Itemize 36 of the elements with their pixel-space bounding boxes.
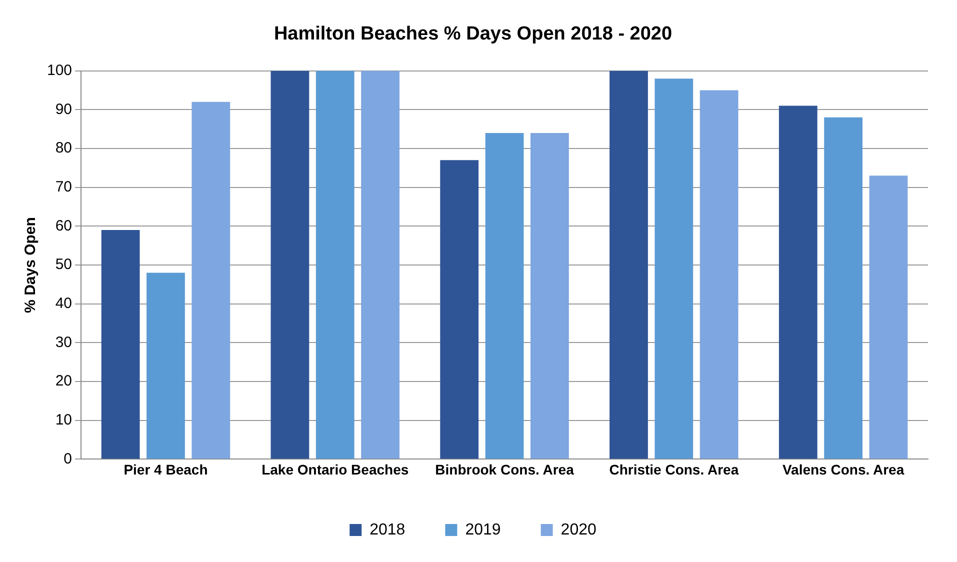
y-tick-label: 20 — [55, 372, 72, 390]
bar — [101, 230, 140, 459]
bar — [316, 70, 354, 459]
bar — [778, 106, 818, 459]
legend-label: 2018 — [370, 521, 406, 538]
x-tick-label: Lake Ontario Beaches — [262, 461, 409, 478]
y-tick-label: 30 — [55, 334, 72, 351]
legend-label: 2020 — [560, 521, 596, 538]
bar — [192, 102, 230, 459]
chart-title: Hamilton Beaches % Days Open 2018 - 2020 — [274, 24, 672, 45]
bar — [270, 70, 310, 459]
x-tick-label: Christie Cons. Area — [609, 461, 739, 478]
x-tick-label: Binbrook Cons. Area — [435, 461, 574, 478]
bar — [654, 78, 694, 459]
bar — [610, 70, 648, 459]
bar — [530, 132, 569, 459]
y-tick-label: 90 — [55, 100, 72, 118]
legend-label: 2019 — [465, 521, 501, 538]
y-tick-label: 40 — [55, 294, 72, 312]
y-tick-label: 80 — [55, 140, 72, 157]
bar — [440, 160, 479, 459]
y-tick-label: 0 — [64, 450, 72, 468]
x-tick-label: Valens Cons. Area — [782, 461, 904, 478]
bar — [361, 70, 400, 459]
bar — [146, 272, 185, 459]
y-axis-title: % Days Open — [22, 217, 40, 313]
y-tick-label: 10 — [55, 412, 72, 428]
bar — [485, 132, 524, 459]
y-tick-label: 60 — [55, 217, 72, 234]
bar — [824, 117, 862, 459]
y-tick-label: 70 — [55, 178, 72, 196]
y-tick-label: 100 — [46, 62, 72, 79]
x-tick-label: Pier 4 Beach — [124, 461, 208, 478]
y-tick-label: 50 — [55, 256, 72, 274]
bar — [869, 176, 908, 459]
bar — [700, 90, 738, 459]
